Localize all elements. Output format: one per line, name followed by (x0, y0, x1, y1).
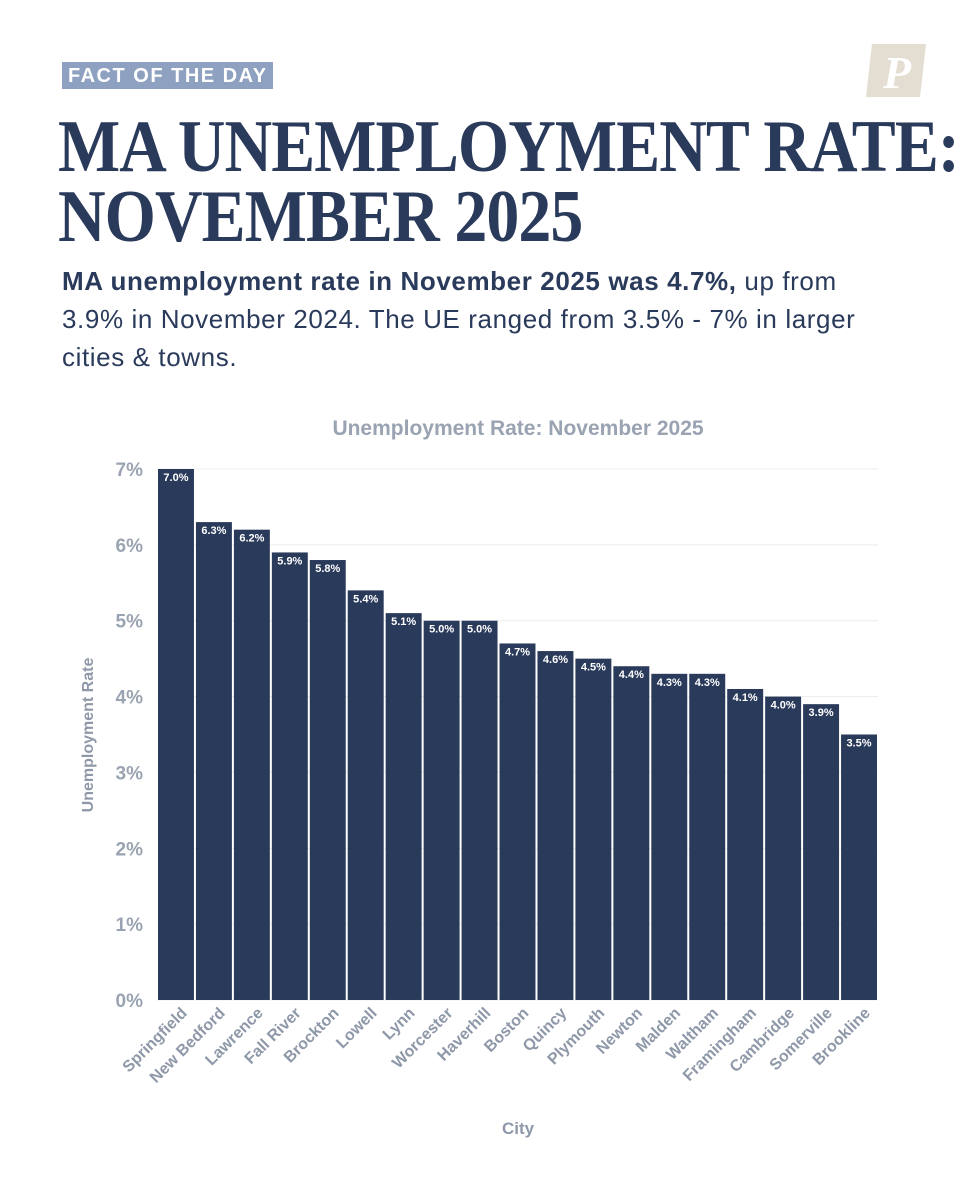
bar-value-label: 4.3% (695, 677, 720, 689)
bar-cambridge (765, 696, 802, 1000)
y-tick-label: 3% (116, 763, 144, 784)
x-axis-label: City (502, 1119, 535, 1138)
publisher-logo: P (866, 44, 926, 97)
bar-boston (499, 643, 536, 1000)
logo-letter: P (882, 47, 912, 97)
y-tick-label: 4% (116, 688, 144, 709)
bar-value-label: 4.3% (657, 677, 682, 689)
bar-framingham (727, 688, 764, 1000)
summary-rest: up from 3.9% in November 2024. The UE ra… (62, 266, 856, 372)
bar-lawrence (233, 529, 270, 1000)
bar-lynn (385, 613, 422, 1000)
bar-waltham (689, 673, 726, 1000)
bar-value-label: 6.2% (239, 533, 264, 545)
bar-value-label: 5.9% (277, 555, 302, 567)
bar-value-label: 4.4% (619, 669, 644, 681)
y-axis-label: Unemployment Rate (80, 658, 97, 813)
bar-value-label: 5.0% (467, 624, 492, 636)
page-title: MA UNEMPLOYMENT RATE: NOVEMBER 2025 (58, 106, 960, 258)
bar-brookline (841, 734, 877, 1000)
bar-value-label: 5.0% (429, 624, 454, 636)
y-tick-label: 7% (116, 460, 144, 481)
y-tick-label: 6% (116, 536, 144, 557)
bar-somerville (803, 704, 840, 1000)
page-title-line-2: NOVEMBER 2025 (58, 176, 583, 258)
y-tick-label: 2% (116, 839, 144, 860)
bar-fall-river (271, 552, 308, 1000)
bar-value-label: 3.9% (809, 707, 834, 719)
bar-brockton (309, 560, 346, 1000)
y-tick-label: 5% (116, 612, 144, 633)
y-tick-label: 1% (116, 915, 144, 936)
bar-value-label: 4.0% (771, 700, 796, 712)
bar-lowell (347, 590, 384, 1000)
bar-springfield (158, 469, 194, 1000)
chart-title: Unemployment Rate: November 2025 (332, 417, 703, 440)
bar-value-label: 4.7% (505, 646, 530, 658)
bar-value-label: 5.4% (353, 593, 378, 605)
bar-value-label: 4.6% (543, 654, 568, 666)
bar-value-label: 5.8% (315, 563, 340, 575)
bar-quincy (537, 651, 574, 1000)
bar-value-label: 4.5% (581, 662, 606, 674)
bar-worcester (423, 620, 460, 1000)
bar-malden (651, 673, 688, 1000)
x-tick-label: Lowell (333, 1005, 380, 1052)
bar-newton (613, 666, 650, 1000)
bar-value-label: 3.5% (846, 738, 871, 750)
bar-value-label: 6.3% (201, 525, 226, 537)
bar-value-label: 5.1% (391, 616, 416, 628)
y-tick-label: 0% (116, 991, 144, 1012)
bar-plymouth (575, 658, 612, 1000)
logo-badge (866, 44, 926, 97)
bar-haverhill (461, 620, 498, 1000)
bar-value-label: 4.1% (733, 692, 758, 704)
summary-highlight: MA unemployment rate in November 2025 wa… (62, 266, 737, 296)
page-title-line-1: MA UNEMPLOYMENT RATE: (58, 106, 960, 188)
fact-of-the-day-tag: FACT OF THE DAY (62, 62, 273, 89)
bar-value-label: 7.0% (163, 472, 188, 484)
unemployment-bar-chart: Unemployment Rate: November 2025 0% 1% 2% 3… (80, 417, 878, 1138)
summary-text: MA unemployment rate in November 2025 wa… (62, 262, 862, 376)
bar-new-bedford (195, 522, 232, 1000)
